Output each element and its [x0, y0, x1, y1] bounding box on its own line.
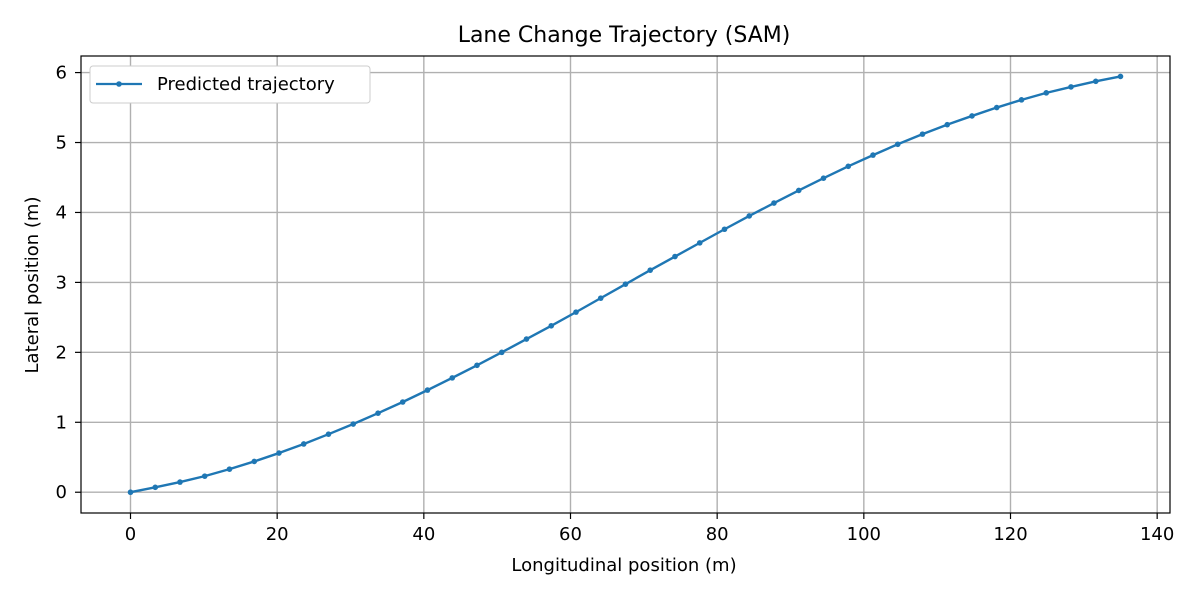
data-point: [474, 362, 480, 369]
data-point: [1092, 78, 1099, 85]
data-point: [573, 309, 579, 315]
y-axis-label: Lateral position (m): [22, 197, 43, 374]
data-point: [1117, 73, 1124, 80]
data-point: [300, 441, 307, 447]
data-point: [1018, 97, 1025, 103]
data-point: [795, 187, 802, 194]
plot-frame: [80, 55, 1171, 514]
data-point: [226, 466, 233, 472]
x-tick-label: 20: [266, 524, 289, 545]
data-point: [449, 375, 456, 381]
data-point: [1043, 90, 1050, 96]
data-point: [498, 349, 505, 356]
y-tick-label: 1: [56, 412, 67, 433]
y-tick-label: 0: [56, 482, 67, 503]
y-axis: 0 1 2 3 4 5 6: [56, 63, 81, 503]
data-point: [919, 131, 926, 137]
data-point: [746, 213, 753, 219]
legend-marker-sample: [116, 81, 122, 87]
data-point: [276, 450, 282, 456]
x-tick-label: 140: [1140, 524, 1174, 545]
data-point: [548, 322, 555, 329]
x-tick-label: 60: [559, 524, 582, 545]
data-point: [177, 479, 183, 485]
data-point: [696, 240, 703, 246]
y-tick-label: 6: [56, 63, 67, 84]
y-tick-label: 3: [56, 272, 67, 293]
x-tick-label: 100: [847, 524, 881, 545]
x-axis: 0 20 40 60 80 100 120 140: [125, 513, 1174, 545]
y-tick-label: 2: [56, 342, 67, 363]
data-point: [399, 399, 406, 405]
y-tick-label: 5: [56, 133, 67, 154]
data-point: [845, 163, 852, 170]
data-point: [127, 489, 134, 496]
x-tick-label: 0: [125, 524, 136, 545]
data-point: [672, 253, 678, 260]
data-point: [375, 410, 381, 416]
legend: Predicted trajectory: [89, 65, 371, 104]
data-point: [647, 267, 654, 273]
legend-box: [89, 65, 371, 104]
chart-title: Lane Change Trajectory (SAM): [458, 23, 791, 48]
data-point: [201, 473, 208, 479]
x-tick-label: 120: [993, 524, 1027, 545]
series-layer: [127, 73, 1124, 496]
data-point: [597, 295, 604, 301]
data-point: [523, 336, 530, 342]
data-point: [152, 484, 159, 491]
data-point: [251, 458, 258, 465]
data-point: [771, 200, 777, 206]
data-point: [1068, 84, 1074, 90]
data-point: [969, 113, 975, 119]
data-point: [325, 431, 332, 437]
data-point: [993, 104, 1000, 111]
data-point: [721, 226, 728, 233]
data-point: [424, 387, 431, 393]
data-point: [944, 121, 951, 128]
data-point: [870, 152, 876, 158]
data-point: [894, 141, 901, 148]
legend-entry-predicted-trajectory: Predicted trajectory: [157, 74, 335, 95]
x-tick-label: 80: [706, 524, 729, 545]
data-point: [622, 281, 629, 287]
data-point: [820, 175, 827, 181]
y-tick-label: 4: [56, 202, 67, 223]
data-point: [350, 421, 357, 427]
x-tick-label: 40: [412, 524, 435, 545]
x-axis-label: Longitudinal position (m): [511, 555, 736, 576]
